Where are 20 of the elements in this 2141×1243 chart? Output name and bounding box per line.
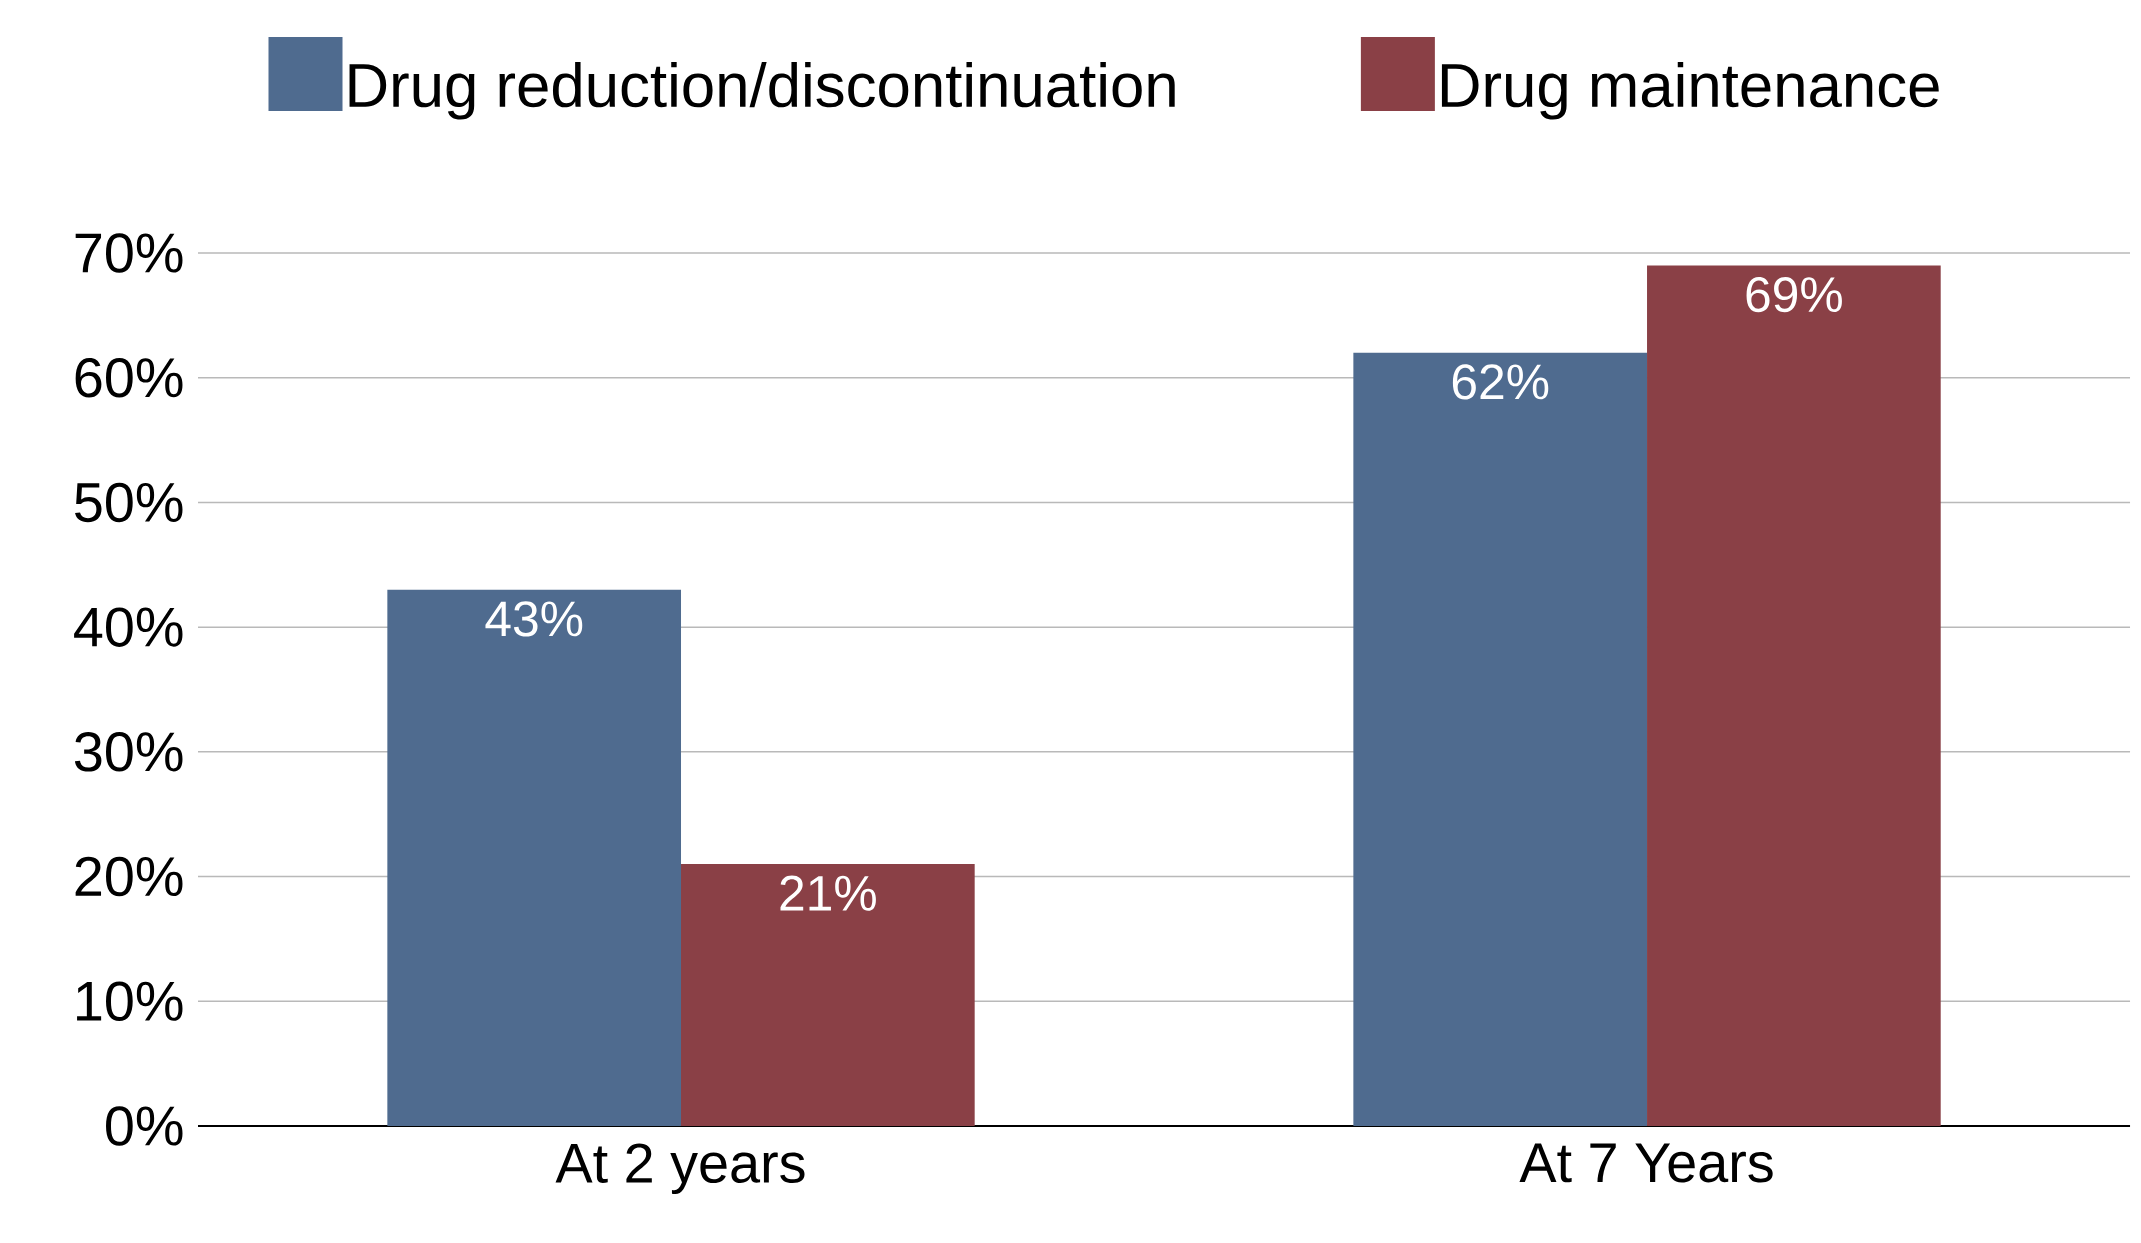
legend-label: Drug reduction/discontinuation (349, 61, 1175, 120)
bar (681, 864, 975, 1126)
data-label: 43% (485, 601, 583, 637)
y-tick-label: 60% (75, 357, 183, 398)
bar (1647, 265, 1941, 1126)
y-tick-label: 30% (74, 732, 183, 772)
data-label: 21% (780, 875, 876, 911)
x-tick-label: At 2 years (555, 1143, 805, 1195)
y-tick-label: 10% (77, 981, 183, 1022)
data-label: 69% (1746, 276, 1842, 313)
y-tick-label: 50% (75, 482, 183, 523)
bar (1353, 352, 1648, 1126)
y-tick-label: 20% (75, 856, 183, 897)
x-tick-label: At 7 Years (1519, 1143, 1773, 1183)
data-label: 62% (1452, 364, 1549, 400)
y-tick-label: 0% (106, 1106, 183, 1146)
legend-label: Drug maintenance (1441, 61, 1939, 120)
bar (387, 589, 682, 1126)
y-tick-label: 70% (75, 233, 183, 273)
y-tick-label: 40% (74, 607, 183, 647)
